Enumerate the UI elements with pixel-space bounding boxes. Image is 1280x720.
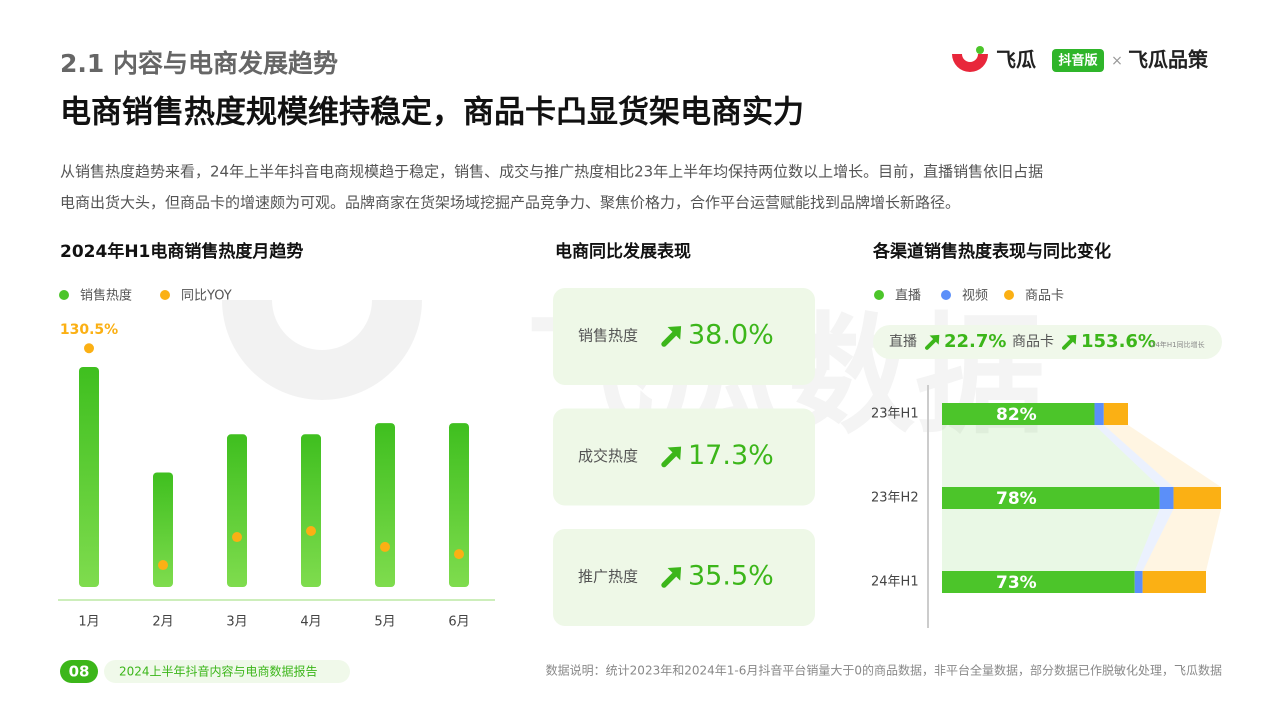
legend-dot — [160, 290, 170, 300]
arrow-icon — [661, 331, 677, 347]
logo-badge-bg — [1052, 49, 1104, 72]
arrow-icon — [661, 572, 677, 588]
legend-label: 视频 — [962, 289, 988, 304]
growth-pill — [873, 325, 1222, 359]
x-tick-label: 4月 — [300, 615, 321, 630]
bar-segment — [1173, 487, 1221, 509]
chart-title: 各渠道销售热度表现与同比变化 — [872, 241, 1111, 262]
kpi-label: 成交热度 — [578, 447, 638, 465]
growth-value: 153.6% — [1081, 331, 1156, 352]
data-label: 78% — [996, 489, 1037, 509]
page-pill — [60, 660, 98, 683]
arrow-head — [667, 567, 682, 581]
arrow-head — [929, 334, 940, 345]
yoy-dot — [454, 549, 464, 560]
arrow-head — [667, 446, 682, 461]
yoy-dot — [232, 532, 242, 543]
bar — [79, 366, 99, 587]
arrow-head — [667, 326, 682, 340]
growth-value: 22.7% — [944, 331, 1006, 352]
bar — [301, 434, 321, 587]
y-tick-label: 23年H2 — [871, 491, 919, 506]
legend-dot — [59, 290, 69, 300]
bar — [375, 423, 395, 587]
page-number: 08 — [69, 663, 90, 681]
arrow-icon — [661, 452, 677, 468]
bar — [153, 472, 173, 587]
logo: 飞瓜 抖音版 × 飞瓜品策 — [952, 46, 1209, 72]
kpi-value: 35.5% — [688, 561, 774, 592]
y-tick-label: 24年H1 — [871, 575, 919, 590]
logo-partner: 飞瓜品策 — [1128, 48, 1209, 72]
report-name: 2024上半年抖音内容与电商数据报告 — [119, 664, 318, 679]
legend-label: 直播 — [895, 289, 921, 304]
logo-sep: × — [1111, 53, 1123, 69]
growth-name: 商品卡 — [1012, 334, 1054, 350]
bar-segment — [942, 487, 1160, 509]
bar-segment — [1142, 571, 1206, 593]
legend-dot — [874, 290, 884, 300]
arrow-icon — [925, 338, 937, 350]
chart-title: 电商同比发展表现 — [555, 241, 691, 262]
x-tick-label: 6月 — [448, 615, 469, 630]
watermark-ring — [222, 300, 422, 400]
kpi-value: 17.3% — [688, 440, 774, 471]
report-pill — [104, 660, 350, 683]
legend-label: 商品卡 — [1025, 289, 1064, 304]
bar-segment — [1134, 571, 1143, 593]
legend-dot — [1004, 290, 1014, 300]
logo-brand: 飞瓜 — [996, 48, 1036, 72]
data-label: 82% — [996, 405, 1037, 425]
intro-line: 从销售热度趋势来看，24年上半年抖音电商规模趋于稳定，销售、成交与推广热度相比2… — [60, 163, 1043, 181]
growth-note: 24年H1同比增长 — [1151, 340, 1205, 349]
x-tick-label: 1月 — [78, 615, 99, 630]
x-tick-label: 5月 — [374, 615, 395, 630]
kpi-value: 38.0% — [688, 320, 774, 351]
y-tick-label: 23年H1 — [871, 407, 919, 422]
x-tick-label: 3月 — [226, 615, 247, 630]
kpi-label: 推广热度 — [578, 568, 638, 586]
footer-note: 数据说明：统计2023年和2024年1-6月抖音平台销量大于0的商品数据，非平台… — [546, 663, 1222, 678]
legend-dot — [941, 290, 951, 300]
main-title: 电商销售热度规模维持稳定，商品卡凸显货架电商实力 — [60, 95, 804, 131]
section-title: 2.1 内容与电商发展趋势 — [60, 49, 338, 78]
bar-segment — [942, 403, 1095, 425]
connector — [942, 425, 1160, 487]
kpi-card — [553, 408, 815, 506]
connector — [1134, 509, 1174, 571]
legend-label: 同比YOY — [181, 289, 232, 304]
bar — [449, 423, 469, 587]
connector — [942, 509, 1160, 571]
connector — [1094, 425, 1174, 487]
data-label: 130.5% — [60, 322, 118, 338]
kpi-card — [553, 529, 815, 626]
x-tick-label: 2月 — [152, 615, 173, 630]
bar — [227, 434, 247, 587]
bar-segment — [1094, 403, 1104, 425]
connector — [1142, 509, 1221, 571]
bar-segment — [1159, 487, 1174, 509]
bar-segment — [1103, 403, 1128, 425]
legend-label: 销售热度 — [80, 288, 132, 304]
data-label: 73% — [996, 573, 1037, 593]
connector — [1103, 425, 1221, 487]
arrow-head — [1066, 334, 1077, 345]
arrow-icon — [1062, 338, 1074, 350]
yoy-dot — [84, 343, 94, 354]
yoy-dot — [380, 541, 390, 552]
logo-badge: 抖音版 — [1058, 53, 1097, 69]
yoy-dot — [306, 526, 316, 537]
intro-line: 电商出货大头，但商品卡的增速颇为可观。品牌商家在货架场域挖掘产品竞争力、聚焦价格… — [60, 194, 960, 212]
yoy-dot — [158, 560, 168, 571]
kpi-card — [553, 288, 815, 385]
bar-segment — [942, 571, 1135, 593]
chart-title: 2024年H1电商销售热度月趋势 — [60, 241, 303, 262]
growth-name: 直播 — [889, 333, 917, 350]
kpi-label: 销售热度 — [578, 327, 638, 345]
